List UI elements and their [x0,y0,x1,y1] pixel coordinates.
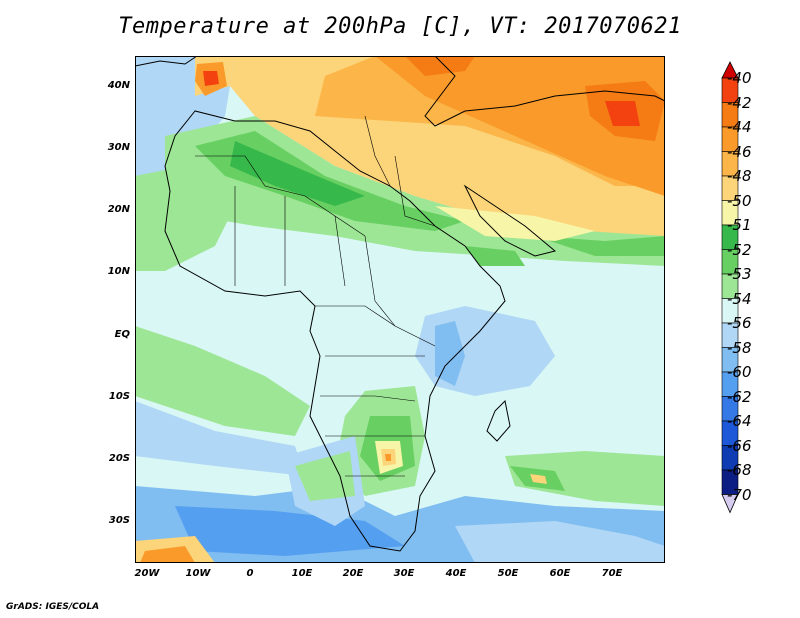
lon-tick: 20E [342,568,364,579]
colorbar-label: -48 [727,167,752,185]
lat-tick: 40N [107,80,130,91]
lon-tick: 10E [291,568,313,579]
lon-tick: 30E [393,568,415,579]
colorbar-label: -44 [727,118,752,136]
credit-text: GrADS: IGES/COLA [6,602,100,612]
map-title: Temperature at 200hPa [C], VT: 201707062… [118,14,682,39]
colorbar-label: -53 [727,265,752,283]
coastlines [135,56,665,552]
lat-tick: 10S [108,391,130,402]
colorbar-label: -60 [727,363,752,381]
lon-tick: 0 [246,568,254,579]
lat-tick: 30S [108,515,130,526]
country-borders [195,115,436,477]
lon-tick: 60E [549,568,571,579]
colorbar-label: -42 [727,93,752,112]
lon-tick: 70E [601,568,623,579]
colorbar-label: -68 [727,461,752,479]
colorbar-label: -46 [727,142,752,161]
lat-tick: EQ [114,329,130,340]
temperature-map [135,56,665,563]
lat-tick: 10N [107,266,130,277]
colorbar-label: -70 [727,485,752,504]
lat-tick: 20N [107,204,130,215]
lon-tick: 20W [134,568,160,579]
colorbar-label: -54 [727,289,752,308]
colorbar-label: -40 [727,69,752,87]
colorbar-label: -51 [727,216,752,234]
lon-tick: 10W [185,568,211,579]
colorbar [721,61,739,514]
lat-tick: 30N [107,142,130,153]
colorbar-bottom-cap [721,494,739,514]
colorbar-label: -50 [727,191,752,210]
colorbar-label: -64 [727,412,752,430]
lon-tick: 50E [497,568,519,579]
colorbar-label: -52 [727,240,752,259]
colorbar-label: -66 [727,436,752,455]
colorbar-label: -62 [727,387,752,406]
lat-tick: 20S [108,453,130,464]
colorbar-label: -58 [727,338,752,357]
colorbar-label: -56 [727,314,752,332]
lon-tick: 40E [445,568,467,579]
